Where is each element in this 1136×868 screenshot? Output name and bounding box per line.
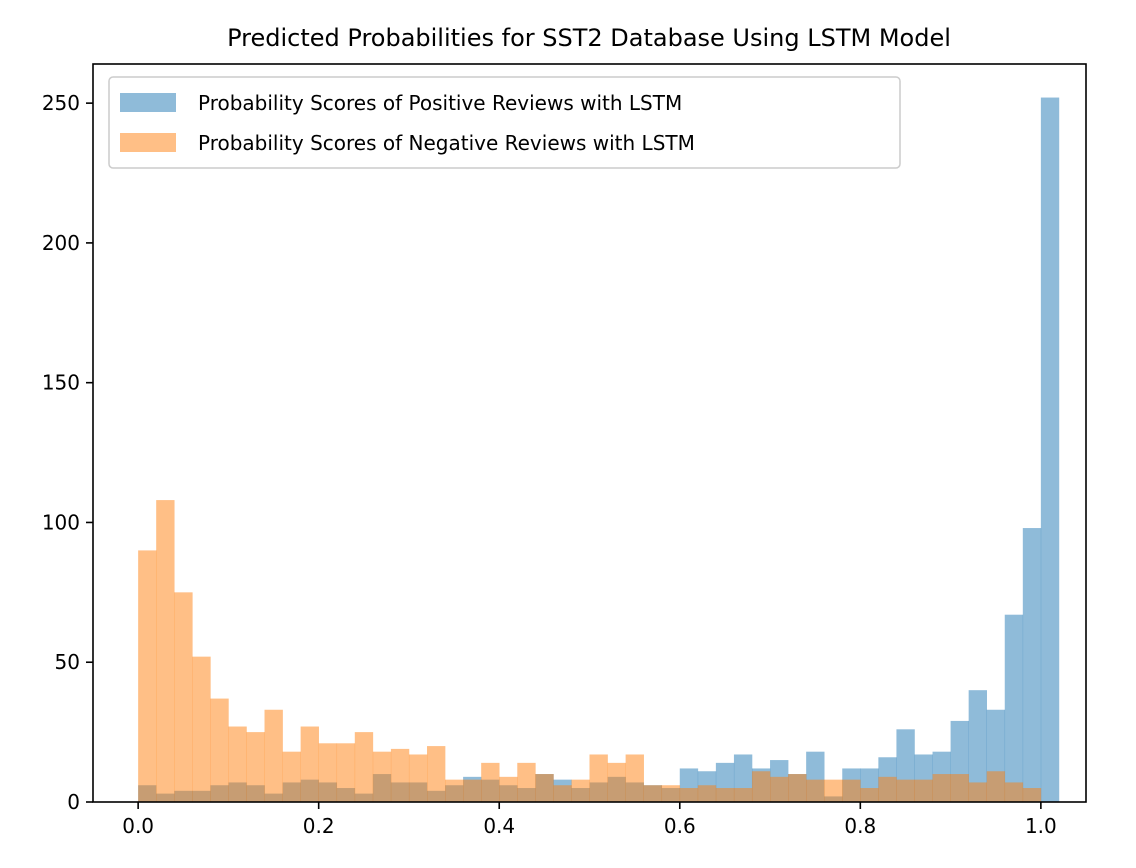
bar-series1-bin27: [625, 754, 644, 802]
bar-series1-bin23: [553, 785, 572, 802]
plot-frame: [92, 63, 1087, 803]
bar-series1-bin3: [192, 656, 211, 802]
y-axis: 0 50 100 150 200 250: [42, 91, 93, 814]
bar-series1-bin41: [878, 776, 897, 802]
bar-series1-bin44: [932, 774, 951, 802]
x-tick-label: 1.0: [1025, 814, 1057, 838]
bar-series1-bin11: [336, 743, 356, 802]
bar-series1-bin12: [354, 732, 374, 802]
x-tick-label: 0.2: [303, 814, 335, 838]
x-tick-label: 0.0: [122, 814, 154, 838]
bar-series0-bin50: [1040, 97, 1060, 803]
bar-series1-bin28: [643, 785, 663, 802]
bar-series1-bin19: [481, 762, 500, 802]
bar-series1-bin6: [246, 732, 265, 802]
legend: Probability Scores of Positive Reviews w…: [108, 76, 901, 169]
bar-series1-bin31: [697, 785, 717, 802]
bar-series1-bin37: [806, 779, 825, 802]
bar-series1-bin14: [390, 748, 410, 802]
bar-series1-bin45: [950, 774, 969, 802]
bar-series1-bin17: [445, 779, 464, 802]
bar-series1-bin9: [300, 726, 319, 802]
bar-series1-bin47: [986, 771, 1006, 802]
bar-series1-bin39: [842, 779, 861, 802]
bar-series1-bin0: [138, 550, 157, 802]
bar-series1-bin25: [589, 754, 608, 802]
bar-series1-bin2: [174, 592, 193, 802]
bar-series1-bin16: [427, 746, 446, 802]
bar-series1-bin10: [318, 743, 338, 802]
bar-series0-bin46: [968, 690, 987, 802]
legend-box: [108, 76, 901, 169]
bar-series1-bin21: [517, 762, 536, 802]
bar-series1-bin36: [788, 774, 807, 802]
bar-series1-bin33: [733, 788, 753, 802]
bar-series1-bin34: [751, 771, 771, 802]
y-tick-label: 200: [42, 231, 80, 255]
legend-swatch-negative: [120, 133, 176, 152]
x-tick-label: 0.8: [844, 814, 876, 838]
bar-series1-bin22: [535, 774, 554, 802]
legend-swatch-positive: [120, 93, 176, 112]
x-tick-label: 0.4: [483, 814, 515, 838]
bar-series0-bin48: [1004, 614, 1024, 802]
y-tick-label: 50: [55, 650, 80, 674]
bars-layer: [138, 97, 1060, 803]
bar-series1-bin7: [264, 709, 283, 802]
y-tick-label: 150: [42, 371, 80, 395]
bar-series1-bin4: [210, 698, 229, 802]
y-tick-label: 100: [42, 510, 80, 534]
bar-series1-bin8: [282, 751, 301, 802]
legend-label-negative: Probability Scores of Negative Reviews w…: [198, 131, 695, 155]
bar-series1-bin26: [607, 762, 626, 802]
series-1: [138, 500, 1042, 802]
bar-series1-bin24: [571, 779, 590, 802]
bar-series1-bin43: [914, 779, 933, 802]
bar-series1-bin49: [1022, 788, 1042, 802]
x-tick-label: 0.6: [664, 814, 696, 838]
chart-title: Predicted Probabilities for SST2 Databas…: [227, 24, 951, 52]
bar-series1-bin38: [824, 779, 843, 802]
bar-series1-bin30: [679, 788, 699, 802]
bar-series1-bin46: [968, 782, 987, 802]
bar-series1-bin15: [408, 754, 428, 802]
bar-series1-bin35: [770, 776, 789, 802]
y-tick-label: 250: [42, 91, 80, 115]
bar-series1-bin5: [228, 726, 247, 802]
bar-series1-bin32: [715, 788, 735, 802]
bar-series1-bin1: [156, 500, 175, 802]
bar-series1-bin48: [1004, 782, 1024, 802]
legend-label-positive: Probability Scores of Positive Reviews w…: [198, 91, 682, 115]
y-tick-label: 0: [67, 790, 80, 814]
x-axis: 0.0 0.2 0.4 0.6 0.8 1.0: [122, 802, 1057, 838]
bar-series1-bin13: [372, 751, 392, 802]
bar-series1-bin40: [860, 788, 879, 802]
bar-series0-bin49: [1022, 528, 1042, 802]
bar-series1-bin20: [499, 776, 518, 802]
bar-series1-bin42: [896, 779, 915, 802]
bar-series1-bin29: [661, 785, 681, 802]
bar-series1-bin18: [463, 779, 482, 802]
